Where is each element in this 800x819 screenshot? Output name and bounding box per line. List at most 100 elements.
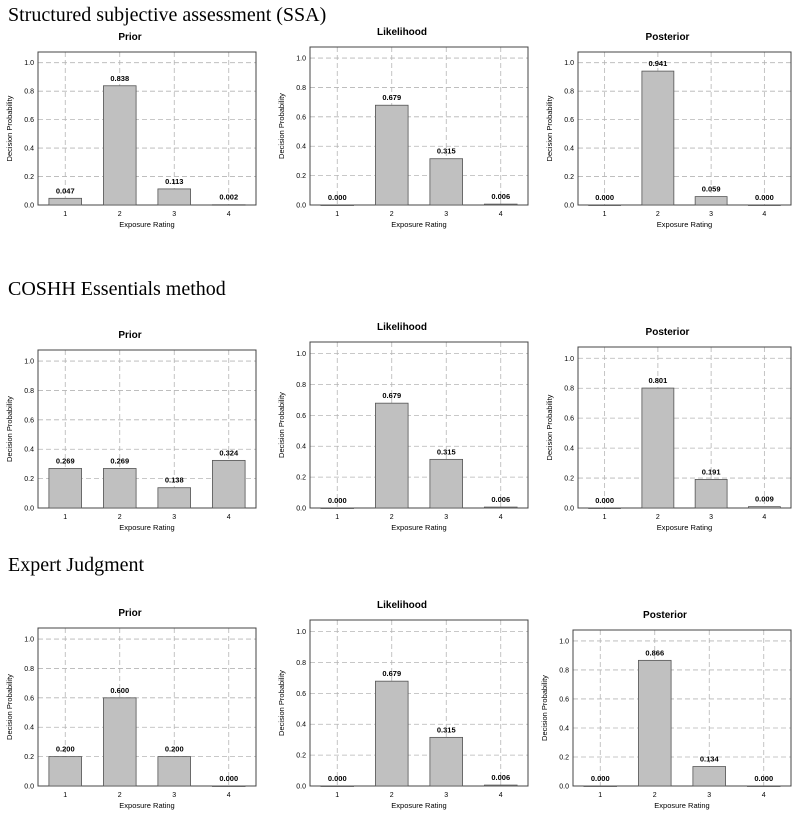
bar xyxy=(375,680,409,787)
chart-coshh-prior: Prior 0.0 0.2 0.4 0.6 0.8 1.0 0.269 1 0.269 2 0.13… xyxy=(0,328,260,538)
x-axis-label: Exposure Rating xyxy=(119,523,174,532)
chart-plot: 0.0 0.2 0.4 0.6 0.8 1.0 0.000 1 0.801 2 0.191 3 0.00… xyxy=(545,346,792,532)
bar xyxy=(483,506,518,509)
x-axis-label: Exposure Rating xyxy=(391,801,446,810)
x-tick-label: 4 xyxy=(227,792,231,799)
y-tick-label: 0.0 xyxy=(24,506,34,513)
y-tick-label: 1.0 xyxy=(24,637,34,644)
chart-plot: 0.0 0.2 0.4 0.6 0.8 1.0 0.200 1 0.600 2 0.200 3 0.00… xyxy=(5,627,257,810)
bar xyxy=(641,387,675,509)
data-label: 0.134 xyxy=(700,755,720,764)
chart-plot: 0.0 0.2 0.4 0.6 0.8 1.0 0.000 1 0.941 2 0.059 3 0.00… xyxy=(545,51,792,229)
chart-expert-likelihood: Likelihood 0.0 0.2 0.4 0.6 0.8 1.0 0.000 1 0.679… xyxy=(272,598,532,816)
data-label: 0.000 xyxy=(328,774,347,783)
x-axis-label: Exposure Rating xyxy=(391,523,446,532)
chart-expert-prior: Prior 0.0 0.2 0.4 0.6 0.8 1.0 0.200 1 0.600 2 0.20… xyxy=(0,606,260,816)
x-tick-label: 4 xyxy=(762,514,766,521)
y-tick-label: 0.8 xyxy=(24,666,34,673)
data-label: 0.315 xyxy=(437,725,456,734)
data-label: 0.000 xyxy=(328,193,347,202)
x-tick-label: 3 xyxy=(709,514,713,521)
y-tick-label: 0.2 xyxy=(564,476,574,483)
y-axis-label: Decision Probability xyxy=(5,674,14,740)
y-tick-label: 0.2 xyxy=(296,475,306,482)
bar xyxy=(48,756,83,787)
bar xyxy=(375,402,409,509)
y-tick-label: 0.2 xyxy=(24,476,34,483)
data-label: 0.200 xyxy=(56,745,75,754)
y-tick-label: 0.2 xyxy=(559,754,569,761)
data-label: 0.006 xyxy=(491,495,510,504)
y-tick-label: 0.0 xyxy=(564,506,574,513)
y-tick-label: 0.2 xyxy=(564,174,574,181)
bar xyxy=(211,785,246,787)
plot-frame xyxy=(309,341,529,509)
y-axis-label: Decision Probability xyxy=(540,675,549,741)
y-tick-label: 0.8 xyxy=(296,85,306,92)
x-tick-label: 2 xyxy=(653,792,657,799)
y-tick-label: 0.8 xyxy=(559,667,569,674)
y-tick-label: 0.0 xyxy=(296,506,306,513)
y-tick-label: 1.0 xyxy=(296,351,306,358)
x-tick-label: 1 xyxy=(598,792,602,799)
y-tick-label: 0.4 xyxy=(24,447,34,454)
x-tick-label: 1 xyxy=(335,792,339,799)
y-tick-label: 0.4 xyxy=(559,725,569,732)
y-tick-label: 0.4 xyxy=(296,444,306,451)
bar xyxy=(320,204,355,206)
x-tick-label: 3 xyxy=(444,792,448,799)
bar xyxy=(211,204,246,206)
chart-plot: 0.0 0.2 0.4 0.6 0.8 1.0 0.047 1 0.838 2 0.113 3 0.00… xyxy=(5,51,257,229)
bar xyxy=(588,204,622,206)
y-tick-label: 0.2 xyxy=(24,174,34,181)
y-tick-label: 0.6 xyxy=(564,117,574,124)
y-axis-label: Decision Probability xyxy=(5,396,14,462)
bar xyxy=(157,487,191,509)
x-tick-label: 2 xyxy=(656,211,660,218)
x-tick-label: 3 xyxy=(709,211,713,218)
data-label: 0.000 xyxy=(595,496,614,505)
chart-expert-posterior: Posterior 0.0 0.2 0.4 0.6 0.8 1.0 0.000 1 0.866 2… xyxy=(535,608,795,816)
bar xyxy=(320,785,355,787)
y-tick-label: 0.0 xyxy=(24,203,34,210)
y-tick-label: 0.8 xyxy=(24,388,34,395)
plot-frame xyxy=(577,51,792,206)
bar xyxy=(157,756,191,787)
y-tick-label: 1.0 xyxy=(296,56,306,63)
data-label: 0.838 xyxy=(110,74,129,83)
data-label: 0.324 xyxy=(219,448,239,457)
x-tick-label: 3 xyxy=(444,211,448,218)
plot-frame xyxy=(37,627,257,787)
data-label: 0.600 xyxy=(110,686,129,695)
chart-ssa-posterior: Posterior 0.0 0.2 0.4 0.6 0.8 1.0 0.000 1 0.941 2… xyxy=(540,30,795,235)
y-tick-label: 1.0 xyxy=(24,359,34,366)
plot-frame xyxy=(309,46,529,206)
data-label: 0.269 xyxy=(56,456,75,465)
data-label: 0.006 xyxy=(491,773,510,782)
chart-title: Prior xyxy=(118,330,142,341)
chart-coshh-likelihood: Likelihood 0.0 0.2 0.4 0.6 0.8 1.0 0.000 1 0.679… xyxy=(272,320,532,538)
x-tick-label: 4 xyxy=(762,792,766,799)
y-axis-label: Decision Probability xyxy=(277,670,286,736)
bar xyxy=(641,70,675,206)
x-tick-label: 4 xyxy=(499,514,503,521)
y-tick-label: 1.0 xyxy=(564,356,574,363)
y-tick-label: 0.2 xyxy=(296,753,306,760)
x-tick-label: 1 xyxy=(603,514,607,521)
data-label: 0.679 xyxy=(382,669,401,678)
y-tick-label: 0.8 xyxy=(564,89,574,96)
data-label: 0.138 xyxy=(165,476,184,485)
y-axis-label: Decision Probability xyxy=(277,93,286,159)
y-tick-label: 0.8 xyxy=(296,660,306,667)
plot-frame xyxy=(577,346,792,509)
y-tick-label: 1.0 xyxy=(296,629,306,636)
chart-plot: 0.0 0.2 0.4 0.6 0.8 1.0 0.000 1 0.679 2 0.315 3 0.00… xyxy=(277,341,529,532)
chart-title: Prior xyxy=(118,32,142,43)
x-axis-label: Exposure Rating xyxy=(119,801,174,810)
data-label: 0.000 xyxy=(755,193,774,202)
data-label: 0.866 xyxy=(645,648,664,657)
x-axis-label: Exposure Rating xyxy=(654,801,709,810)
chart-plot: 0.0 0.2 0.4 0.6 0.8 1.0 0.269 1 0.269 2 0.138 3 0.32… xyxy=(5,349,257,532)
bar xyxy=(48,468,83,509)
bar xyxy=(429,736,463,787)
